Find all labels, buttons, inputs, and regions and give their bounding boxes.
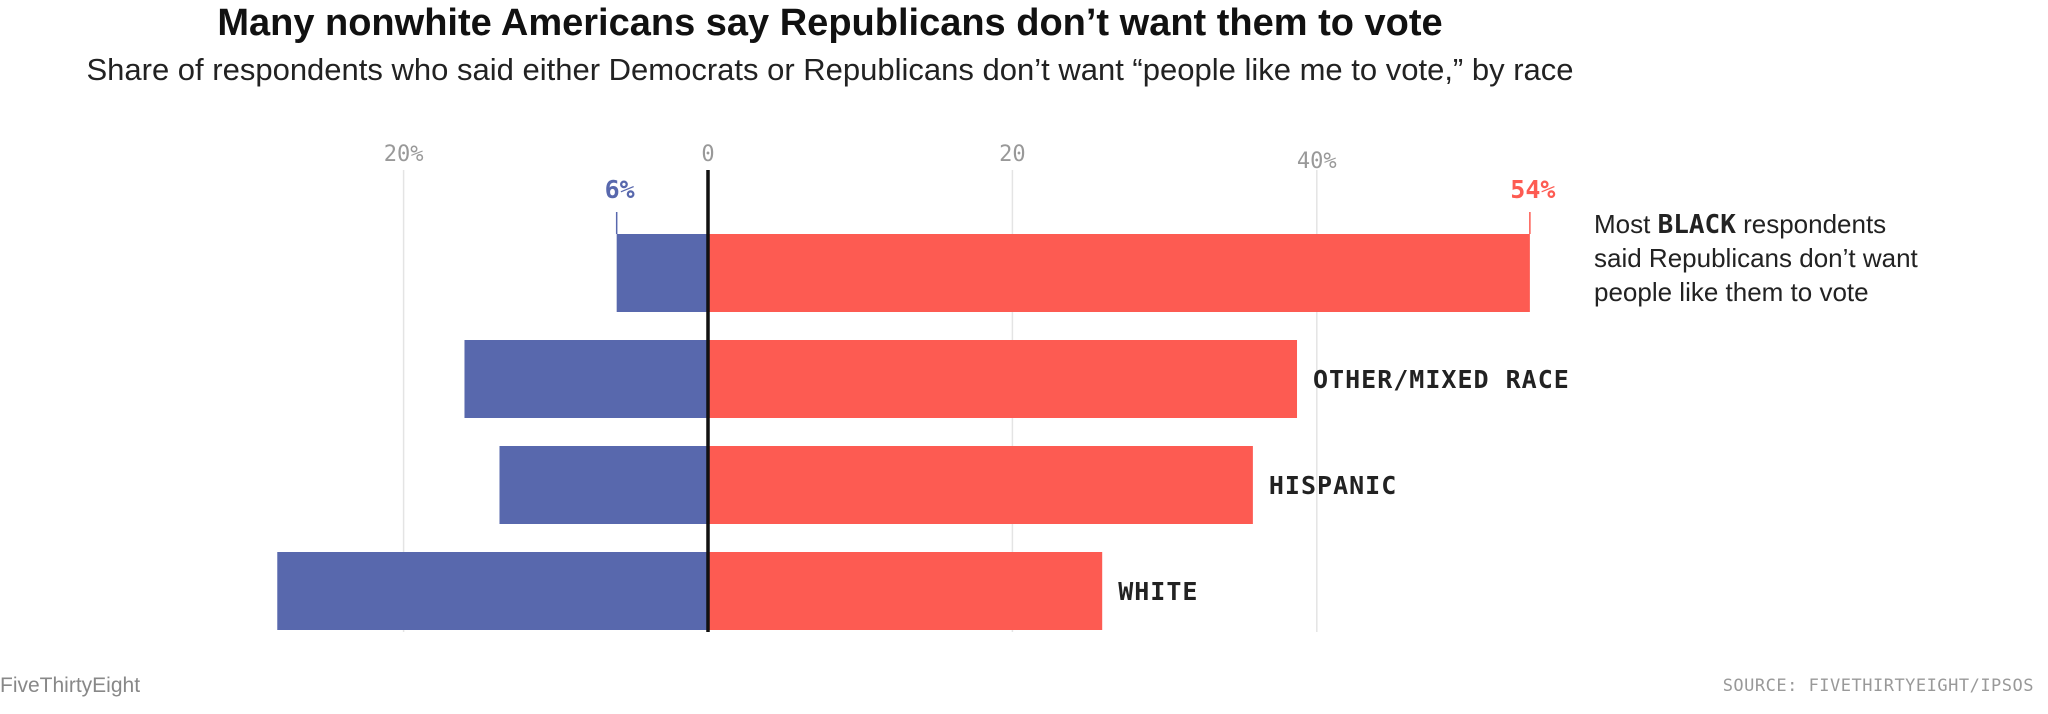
tick-label: 20% (384, 142, 424, 167)
category-label: HISPANIC (1269, 471, 1397, 500)
tick-label: 0 (701, 142, 714, 167)
bar-republicans (708, 340, 1298, 418)
bar-republicans (708, 552, 1103, 630)
annotation-line-1: Most BLACK respondents (1594, 209, 1886, 240)
chart-subtitle: Share of respondents who said either Dem… (86, 52, 1574, 87)
brand-footer: FiveThirtyEight (0, 674, 141, 697)
bar-democrats (277, 552, 708, 630)
bars (277, 234, 1530, 630)
black-annotation: Most BLACK respondents said Republicans … (1594, 209, 1925, 307)
bar-republicans (708, 446, 1253, 524)
value-label-republicans: 54% (1510, 175, 1555, 204)
category-labels: OTHER/MIXED RACE HISPANIC WHITE 6% 54% (605, 175, 1570, 606)
tick-label: 40% (1297, 149, 1337, 174)
annotation-line-2: said Republicans don’t want (1594, 243, 1919, 273)
bar-democrats (616, 234, 708, 312)
source-footer: SOURCE: FIVETHIRTYEIGHT/IPSOS (1722, 676, 2034, 696)
bar-democrats (499, 446, 708, 524)
annotation-line-3: people like them to vote (1594, 277, 1869, 307)
axis-ticks: 20% 0 20 40% (384, 142, 1337, 174)
category-label: WHITE (1118, 577, 1198, 606)
annotation-emphasis: BLACK (1658, 210, 1737, 240)
value-label-democrats: 6% (605, 175, 635, 204)
bar-democrats (464, 340, 708, 418)
category-label: OTHER/MIXED RACE (1313, 365, 1570, 394)
bar-republicans (708, 234, 1530, 312)
chart-title: Many nonwhite Americans say Republicans … (217, 2, 1443, 44)
tick-label: 20 (999, 142, 1026, 167)
